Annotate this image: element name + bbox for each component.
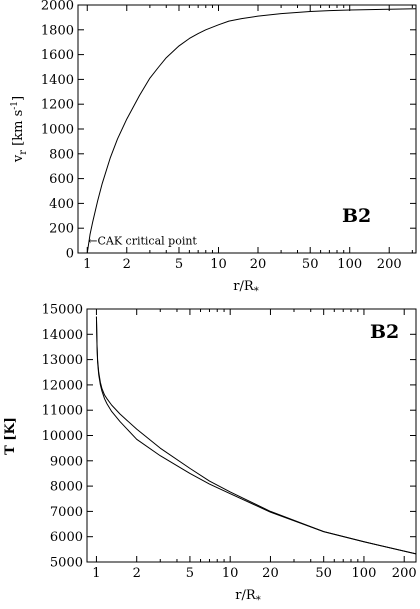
velocity-y-tick-label: 800: [49, 147, 74, 162]
velocity-y-tick-label: 1600: [41, 48, 74, 63]
cak-critical-point-annotation: ←CAK critical point: [88, 235, 197, 248]
velocity-y-axis-label: vr [km s-1]: [10, 96, 29, 163]
temperature-x-tick-label: 1: [92, 566, 100, 581]
temperature-panel: 1 2 5 10 20 50 100 200 5000 6000 7000 8000 9000 10000…: [3, 303, 417, 607]
velocity-x-axis-label: r/R*: [233, 279, 258, 297]
velocity-y-tick-label: 200: [49, 222, 74, 237]
velocity-series-line-1: [86, 8, 417, 254]
velocity-series: [86, 8, 417, 254]
velocity-x-tick-label: 5: [175, 257, 183, 272]
temperature-series: [95, 316, 417, 555]
velocity-y-tick-label: 1200: [41, 98, 74, 113]
velocity-x-tick-label: 50: [302, 257, 319, 272]
velocity-panel-label: B2: [342, 205, 371, 227]
velocity-y-tick-label: 400: [49, 197, 74, 212]
temperature-y-tick-label: 14000: [42, 328, 83, 343]
velocity-panel: 1 2 5 10 20 50 100 2000200400600800100012001400…: [10, 0, 417, 297]
temperature-y-tick-label: 10000: [42, 429, 83, 444]
velocity-x-tick-label: 200: [377, 257, 402, 272]
velocity-x-tick-label: 1: [83, 257, 91, 272]
velocity-x-tick-label: 10: [210, 257, 227, 272]
temperature-y-tick-label: 15000: [42, 303, 83, 318]
temperature-x-tick-label: 10: [222, 566, 239, 581]
temperature-panel-label: B2: [370, 321, 399, 343]
temperature-x-tick-label: 100: [352, 566, 377, 581]
temperature-y-axis-label: T [K]: [3, 417, 18, 455]
velocity-y-tick-label: 1000: [41, 123, 74, 138]
velocity-x-tick-label: 2: [123, 257, 131, 272]
velocity-ticks: 1 2 5 10 20 50 100 2000200400600800100012001400…: [41, 0, 416, 272]
temperature-x-tick-label: 200: [392, 566, 417, 581]
temperature-y-tick-label: 8000: [50, 480, 83, 495]
velocity-x-tick-label: 100: [337, 257, 362, 272]
temperature-ticks: 1 2 5 10 20 50 100 200 5000 6000 7000 8000 9000 10000…: [42, 303, 417, 582]
temperature-y-tick-label: 12000: [42, 378, 83, 393]
temperature-y-tick-label: 9000: [50, 454, 83, 469]
velocity-x-tick-label: 20: [250, 257, 267, 272]
temperature-x-tick-label: 50: [315, 566, 332, 581]
velocity-y-tick-label: 1800: [41, 23, 74, 38]
velocity-y-tick-label: 1400: [41, 73, 74, 88]
temperature-y-tick-label: 6000: [50, 530, 83, 545]
temperature-x-axis-label: r/R*: [235, 588, 260, 606]
temperature-plot-frame: [86, 308, 417, 563]
temperature-series-line-1: [95, 316, 417, 555]
velocity-y-tick-label: 2000: [41, 0, 74, 14]
velocity-y-tick-label: 0: [66, 247, 74, 262]
temperature-y-tick-label: 11000: [42, 404, 83, 419]
temperature-y-tick-label: 13000: [42, 353, 83, 368]
temperature-x-tick-label: 2: [133, 566, 141, 581]
temperature-y-tick-label: 5000: [50, 556, 83, 571]
temperature-y-tick-label: 7000: [50, 505, 83, 520]
temperature-x-tick-label: 5: [186, 566, 194, 581]
velocity-y-tick-label: 600: [49, 172, 74, 187]
temperature-series-line-2: [95, 316, 417, 555]
temperature-x-tick-label: 20: [262, 566, 279, 581]
